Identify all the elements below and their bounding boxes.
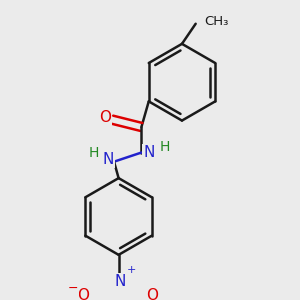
Text: CH₃: CH₃	[204, 15, 228, 28]
Text: H: H	[160, 140, 170, 154]
Text: N: N	[143, 145, 154, 160]
Text: H: H	[89, 146, 99, 160]
Text: N: N	[115, 274, 126, 289]
Text: +: +	[127, 266, 136, 275]
Text: N: N	[103, 152, 114, 167]
Text: O: O	[146, 288, 158, 300]
Text: O: O	[99, 110, 111, 125]
Text: −: −	[68, 282, 78, 295]
Text: O: O	[77, 288, 89, 300]
